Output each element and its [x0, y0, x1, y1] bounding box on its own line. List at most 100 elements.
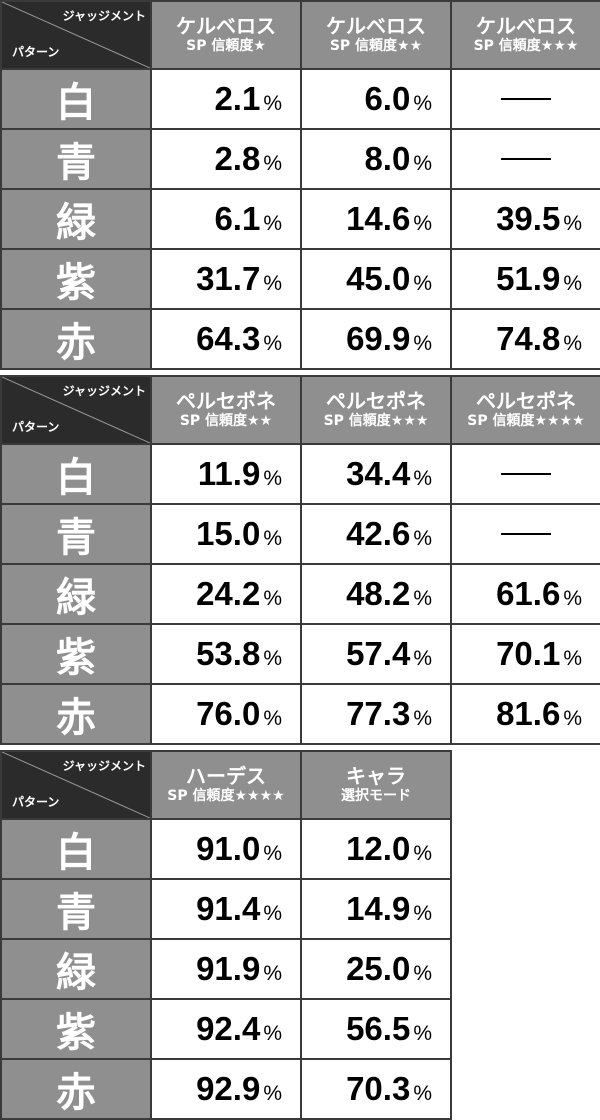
table-row: 緑 24.2% 48.2% 61.6% — [0, 563, 600, 625]
dash-mark — [501, 98, 551, 100]
table-row: 白 91.0% 12.0% — [0, 818, 452, 880]
column-header: ケルベロス SP 信頼度★ — [150, 0, 302, 70]
percent-value: 57.4 — [346, 635, 411, 672]
table-row: 赤 64.3% 69.9% 74.8% — [0, 308, 600, 370]
percent-value: 34.4 — [346, 455, 411, 492]
column-name: ペルセポネ — [476, 389, 576, 414]
table-row: 青 2.8% 8.0% — [0, 128, 600, 190]
percent-value: 56.5 — [346, 1010, 411, 1047]
value-cell: 64.3% — [150, 308, 302, 370]
value-cell: 74.8% — [450, 308, 600, 370]
percent-value: 64.3 — [196, 320, 261, 357]
column-sub: SP 信頼度★★ — [329, 38, 423, 55]
value-cell: 45.0% — [300, 248, 452, 310]
value-cell: 77.3% — [300, 683, 452, 745]
percent-sign: % — [413, 212, 432, 235]
value-cell — [450, 443, 600, 505]
row-label: 白 — [0, 68, 152, 130]
value-cell: 51.9% — [450, 248, 600, 310]
row-label: 青 — [0, 878, 152, 940]
value-cell: 57.4% — [300, 623, 452, 685]
judgment-label: ジャッジメント — [62, 9, 146, 23]
value-cell: 14.9% — [300, 878, 452, 940]
percent-sign: % — [563, 272, 582, 295]
column-header: ペルセポネ SP 信頼度★★ — [150, 375, 302, 445]
percent-value: 53.8 — [196, 635, 261, 672]
value-cell: 39.5% — [450, 188, 600, 250]
percent-sign: % — [263, 152, 282, 175]
column-name: ペルセポネ — [176, 389, 276, 414]
percent-value: 11.9 — [197, 455, 261, 492]
table-row: 白 11.9% 34.4% — [0, 443, 600, 505]
percent-value: 51.9 — [496, 260, 561, 297]
percent-value: 92.9 — [196, 1070, 261, 1107]
value-cell: 2.8% — [150, 128, 302, 190]
percent-sign: % — [263, 92, 282, 115]
value-cell: 25.0% — [300, 938, 452, 1000]
percent-sign: % — [413, 1022, 432, 1045]
table-row: 緑 6.1% 14.6% 39.5% — [0, 188, 600, 250]
percent-sign: % — [563, 707, 582, 730]
value-cell — [450, 68, 600, 130]
table-row: 紫 53.8% 57.4% 70.1% — [0, 623, 600, 685]
row-label: 緑 — [0, 938, 152, 1000]
percent-sign: % — [263, 527, 282, 550]
percent-sign: % — [413, 1082, 432, 1105]
column-name: ケルベロス — [176, 14, 276, 39]
percent-value: 91.0 — [196, 830, 261, 867]
judgment-label: ジャッジメント — [62, 759, 146, 773]
column-header: キャラ 選択モード — [300, 750, 452, 820]
percent-sign: % — [413, 527, 432, 550]
percent-value: 39.5 — [496, 200, 561, 237]
percent-sign: % — [263, 647, 282, 670]
percent-value: 81.6 — [496, 695, 561, 732]
value-cell: 48.2% — [300, 563, 452, 625]
value-cell: 6.1% — [150, 188, 302, 250]
percent-value: 91.9 — [196, 950, 261, 987]
row-label: 紫 — [0, 248, 152, 310]
percent-sign: % — [263, 212, 282, 235]
value-cell: 69.9% — [300, 308, 452, 370]
value-cell: 70.1% — [450, 623, 600, 685]
row-label: 青 — [0, 503, 152, 565]
percent-value: 14.6 — [346, 200, 411, 237]
percent-sign: % — [263, 842, 282, 865]
value-cell: 81.6% — [450, 683, 600, 745]
judgment-label: ジャッジメント — [62, 384, 146, 398]
percent-sign: % — [413, 332, 432, 355]
pattern-label: パターン — [12, 420, 60, 434]
value-cell: 42.6% — [300, 503, 452, 565]
pattern-label: パターン — [12, 795, 60, 809]
value-cell: 91.0% — [150, 818, 302, 880]
percent-value: 74.8 — [496, 320, 561, 357]
value-cell: 2.1% — [150, 68, 302, 130]
percent-value: 25.0 — [346, 950, 411, 987]
percent-value: 8.0 — [364, 140, 411, 177]
percent-value: 45.0 — [346, 260, 411, 297]
row-label: 紫 — [0, 998, 152, 1060]
percent-sign: % — [413, 707, 432, 730]
table-row: 白 2.1% 6.0% — [0, 68, 600, 130]
percent-sign: % — [413, 647, 432, 670]
value-cell: 24.2% — [150, 563, 302, 625]
column-name: ペルセポネ — [326, 389, 426, 414]
table-kerberos: ジャッジメント パターン ケルベロス SP 信頼度★ ケルベロス SP 信頼度★★ … — [0, 0, 600, 370]
percent-sign: % — [563, 332, 582, 355]
value-cell: 91.4% — [150, 878, 302, 940]
percent-sign: % — [563, 212, 582, 235]
corner-header: ジャッジメント パターン — [0, 375, 152, 445]
value-cell: 92.9% — [150, 1058, 302, 1120]
table-row: 赤 76.0% 77.3% 81.6% — [0, 683, 600, 745]
value-cell: 61.6% — [450, 563, 600, 625]
percent-sign: % — [263, 1022, 282, 1045]
percent-sign: % — [413, 92, 432, 115]
percent-value: 69.9 — [346, 320, 411, 357]
table-row: 紫 92.4% 56.5% — [0, 998, 452, 1060]
percent-value: 6.1 — [214, 200, 261, 237]
row-label: 青 — [0, 128, 152, 190]
dash-mark — [501, 158, 551, 160]
percent-value: 70.1 — [496, 635, 561, 672]
percent-sign: % — [413, 902, 432, 925]
column-header: ハーデス SP 信頼度★★★★ — [150, 750, 302, 820]
value-cell: 56.5% — [300, 998, 452, 1060]
